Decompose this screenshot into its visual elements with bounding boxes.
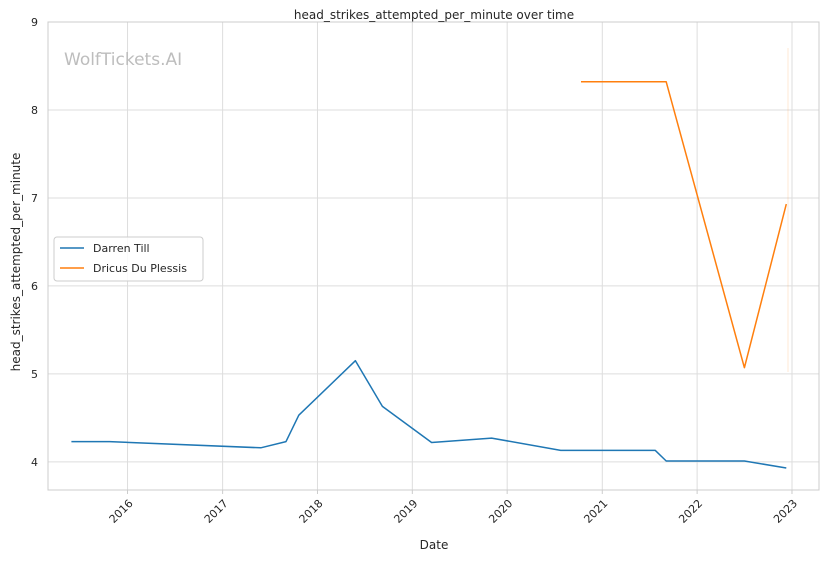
x-tick-label: 2021 xyxy=(581,497,610,526)
x-tick-label: 2018 xyxy=(297,497,326,526)
y-tick-labels: 4 5 6 7 8 9 xyxy=(31,16,38,469)
x-tick-label: 2020 xyxy=(486,497,515,526)
x-axis-title: Date xyxy=(420,538,449,552)
y-tick-label: 5 xyxy=(31,368,38,381)
x-tick-label: 2023 xyxy=(771,497,800,526)
x-tick-labels: 2016 2017 2018 2019 2020 2021 2022 2023 xyxy=(107,490,800,526)
legend-box xyxy=(53,236,204,282)
plot-frame xyxy=(47,21,820,491)
y-tick-label: 8 xyxy=(31,104,38,117)
y-tick-label: 4 xyxy=(31,456,38,469)
x-tick-label: 2017 xyxy=(202,497,231,526)
chart-title: head_strikes_attempted_per_minute over t… xyxy=(294,8,574,22)
x-tick-label: 2016 xyxy=(107,497,136,526)
legend-label-darren-till: Darren Till xyxy=(93,242,150,255)
watermark: WolfTickets.AI xyxy=(64,50,182,70)
y-axis-title: head_strikes_attempted_per_minute xyxy=(9,153,23,372)
y-tick-label: 7 xyxy=(31,192,38,205)
x-tick-label: 2019 xyxy=(391,497,420,526)
series-line-dricus-du-plessis xyxy=(581,81,788,369)
y-tick-label: 9 xyxy=(31,16,38,29)
y-tick-label: 6 xyxy=(31,280,38,293)
series-lines xyxy=(71,81,788,469)
series-line-darren-till xyxy=(71,359,787,469)
legend: Darren Till Dricus Du Plessis xyxy=(53,236,204,282)
x-tick-label: 2022 xyxy=(676,497,705,526)
legend-label-dricus-du-plessis: Dricus Du Plessis xyxy=(93,262,187,275)
